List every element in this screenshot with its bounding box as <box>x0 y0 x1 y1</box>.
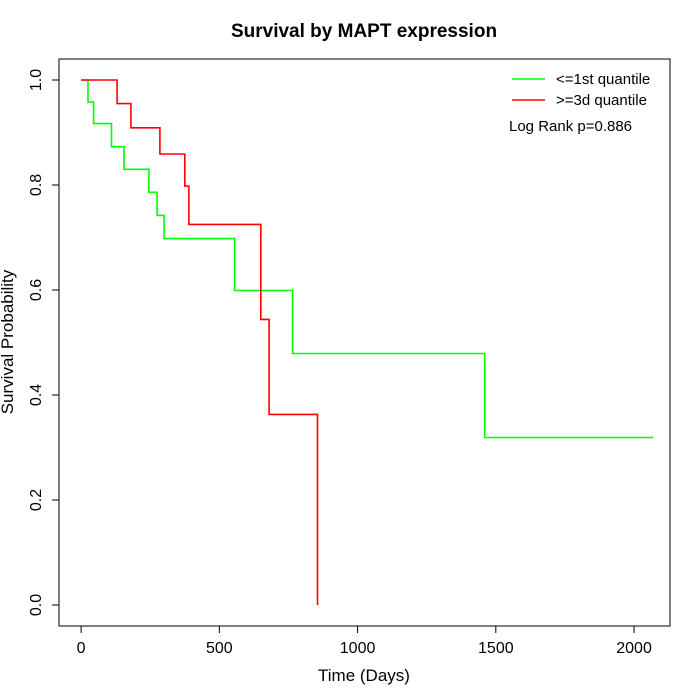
y-tick-label: 0.2 <box>28 489 45 511</box>
series-line-2 <box>81 79 319 605</box>
y-axis-label: Survival Probability <box>0 269 17 414</box>
y-tick-label: 0.4 <box>28 384 45 406</box>
x-tick-label: 2000 <box>616 640 652 657</box>
x-axis-label: Time (Days) <box>318 666 410 685</box>
plot-frame <box>58 58 671 627</box>
y-tick-label: 0.0 <box>28 594 45 616</box>
series-layer <box>81 79 654 605</box>
y-tick-label: 0.6 <box>28 279 45 301</box>
series-line-1 <box>81 79 654 439</box>
x-tick-label: 1000 <box>340 640 376 657</box>
legend: <=1st quantile >=3d quantile <box>512 71 650 109</box>
legend-label: <=1st quantile <box>556 71 650 88</box>
y-axis: 0.0 0.2 0.4 0.6 0.8 1.0 <box>28 69 60 616</box>
x-tick-label: 0 <box>77 640 86 657</box>
legend-label: >=3d quantile <box>556 92 647 109</box>
chart-title: Survival by MAPT expression <box>231 21 497 42</box>
x-tick-label: 500 <box>206 640 233 657</box>
log-rank-annotation: Log Rank p=0.886 <box>509 118 632 135</box>
x-axis: 0 500 1000 1500 2000 <box>77 625 652 657</box>
y-tick-label: 1.0 <box>28 69 45 91</box>
y-tick-label: 0.8 <box>28 174 45 196</box>
x-tick-label: 1500 <box>478 640 514 657</box>
